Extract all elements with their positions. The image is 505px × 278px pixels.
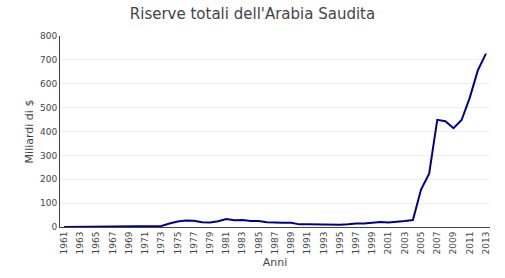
svg-text:1977: 1977 [189,232,199,255]
svg-text:1973: 1973 [156,232,166,255]
svg-text:700: 700 [40,55,57,65]
svg-text:1985: 1985 [254,232,264,255]
svg-text:1965: 1965 [91,232,101,255]
svg-text:200: 200 [40,174,57,184]
svg-text:100: 100 [40,198,57,208]
svg-text:1963: 1963 [75,232,85,255]
svg-text:1975: 1975 [173,232,183,255]
svg-text:2003: 2003 [400,232,410,255]
svg-text:1971: 1971 [140,232,150,255]
svg-text:1993: 1993 [319,232,329,255]
svg-text:1983: 1983 [237,232,247,255]
svg-text:400: 400 [40,127,57,137]
svg-text:1981: 1981 [221,232,231,255]
svg-text:2009: 2009 [448,231,458,254]
svg-text:2007: 2007 [432,232,442,255]
svg-text:300: 300 [40,151,57,161]
svg-text:1999: 1999 [367,231,377,254]
svg-text:1989: 1989 [286,231,296,254]
svg-text:2013: 2013 [481,232,491,255]
svg-text:1991: 1991 [302,232,312,255]
svg-text:2011: 2011 [465,232,475,255]
svg-text:Riserve totali dell'Arabia Sau: Riserve totali dell'Arabia Saudita [130,5,375,23]
svg-text:1969: 1969 [124,231,134,254]
svg-text:1967: 1967 [108,232,118,255]
svg-text:1987: 1987 [270,232,280,255]
svg-text:2005: 2005 [416,232,426,255]
svg-text:Anni: Anni [263,256,288,269]
svg-text:500: 500 [40,103,57,113]
svg-text:1995: 1995 [335,232,345,255]
svg-text:Miliardi di $: Miliardi di $ [23,100,36,164]
svg-text:0: 0 [51,222,57,232]
svg-text:800: 800 [40,31,57,41]
svg-text:600: 600 [40,79,57,89]
svg-text:1961: 1961 [59,232,69,255]
svg-text:1979: 1979 [205,231,215,254]
svg-text:2001: 2001 [384,232,394,255]
svg-text:1997: 1997 [351,232,361,255]
